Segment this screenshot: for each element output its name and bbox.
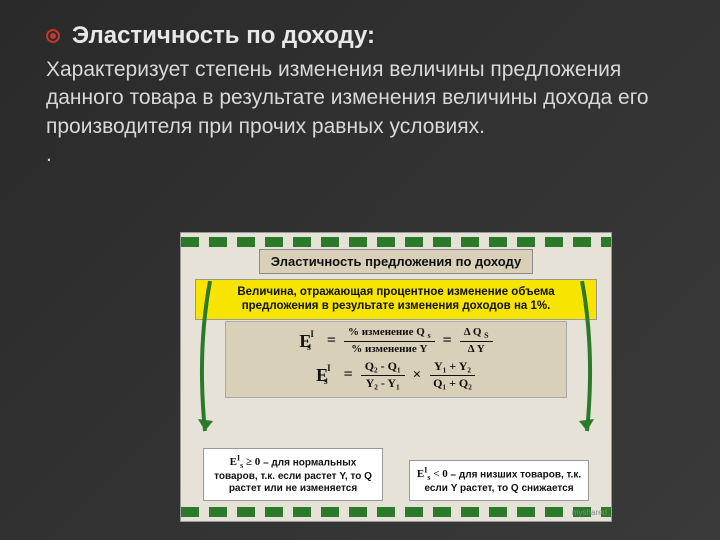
f2-lhs-sub: s	[324, 376, 328, 387]
arrow-left-icon	[195, 281, 225, 451]
slide-description: Характеризует степень изменения величины…	[46, 56, 690, 141]
slide-title: Эластичность по доходу:	[72, 22, 375, 50]
f1-rhs-den: Δ Y	[464, 342, 489, 356]
f1-num: % изменение Q	[348, 326, 425, 338]
equals-icon: =	[443, 332, 452, 350]
box-left-lead: EIs ≥ 0	[230, 456, 261, 468]
f2-f2-num: Y₁ + Y₂	[430, 360, 475, 376]
conclusion-box-right: EIs < 0 – для низших товаров, т.к. если …	[409, 460, 589, 501]
diagram-header: Эластичность предложения по доходу	[259, 249, 533, 274]
stripe-bottom	[181, 507, 611, 517]
f1-num-sub: s	[428, 331, 431, 340]
equals-icon: =	[344, 366, 353, 384]
formula-block: EIs = % изменение Q s % изменение Y = Δ …	[225, 321, 567, 398]
bullet-icon	[46, 29, 60, 43]
f2-f1-num: Q₂ - Q₁	[361, 360, 405, 376]
stripe-top	[181, 237, 611, 247]
multiply-icon: ×	[413, 367, 422, 384]
watermark: myshared	[572, 508, 607, 517]
trailing-dot: .	[46, 143, 690, 167]
f2-f1-den: Y₂ - Y₁	[362, 376, 404, 391]
conclusion-box-left: EIs ≥ 0 – для нормальных товаров, т.к. е…	[203, 448, 383, 501]
equals-icon: =	[327, 332, 336, 350]
f1-rhs-num-sub: S	[484, 331, 488, 340]
formula-row-2: EIs = Q₂ - Q₁ Y₂ - Y₁ × Y₁ + Y₂ Q₁ + Q₂	[234, 360, 558, 391]
diagram-yellow-definition: Величина, отражающая процентное изменени…	[195, 279, 597, 320]
arrow-right-icon	[567, 281, 597, 451]
f2-f2-den: Q₁ + Q₂	[429, 376, 476, 391]
f1-rhs-num: Δ Q	[464, 326, 482, 338]
f1-den: % изменение Y	[347, 342, 431, 356]
f1-lhs-sub: s	[307, 342, 311, 353]
box-right-lead: EIs < 0	[417, 468, 448, 480]
diagram-container: Эластичность предложения по доходу Велич…	[180, 232, 612, 522]
box-right-text: – для низших товаров, т.к. если Y растет…	[424, 469, 581, 494]
formula-row-1: EIs = % изменение Q s % изменение Y = Δ …	[234, 326, 558, 356]
f1-lhs-sup: I	[310, 329, 314, 339]
f2-lhs-sup: I	[327, 363, 331, 373]
